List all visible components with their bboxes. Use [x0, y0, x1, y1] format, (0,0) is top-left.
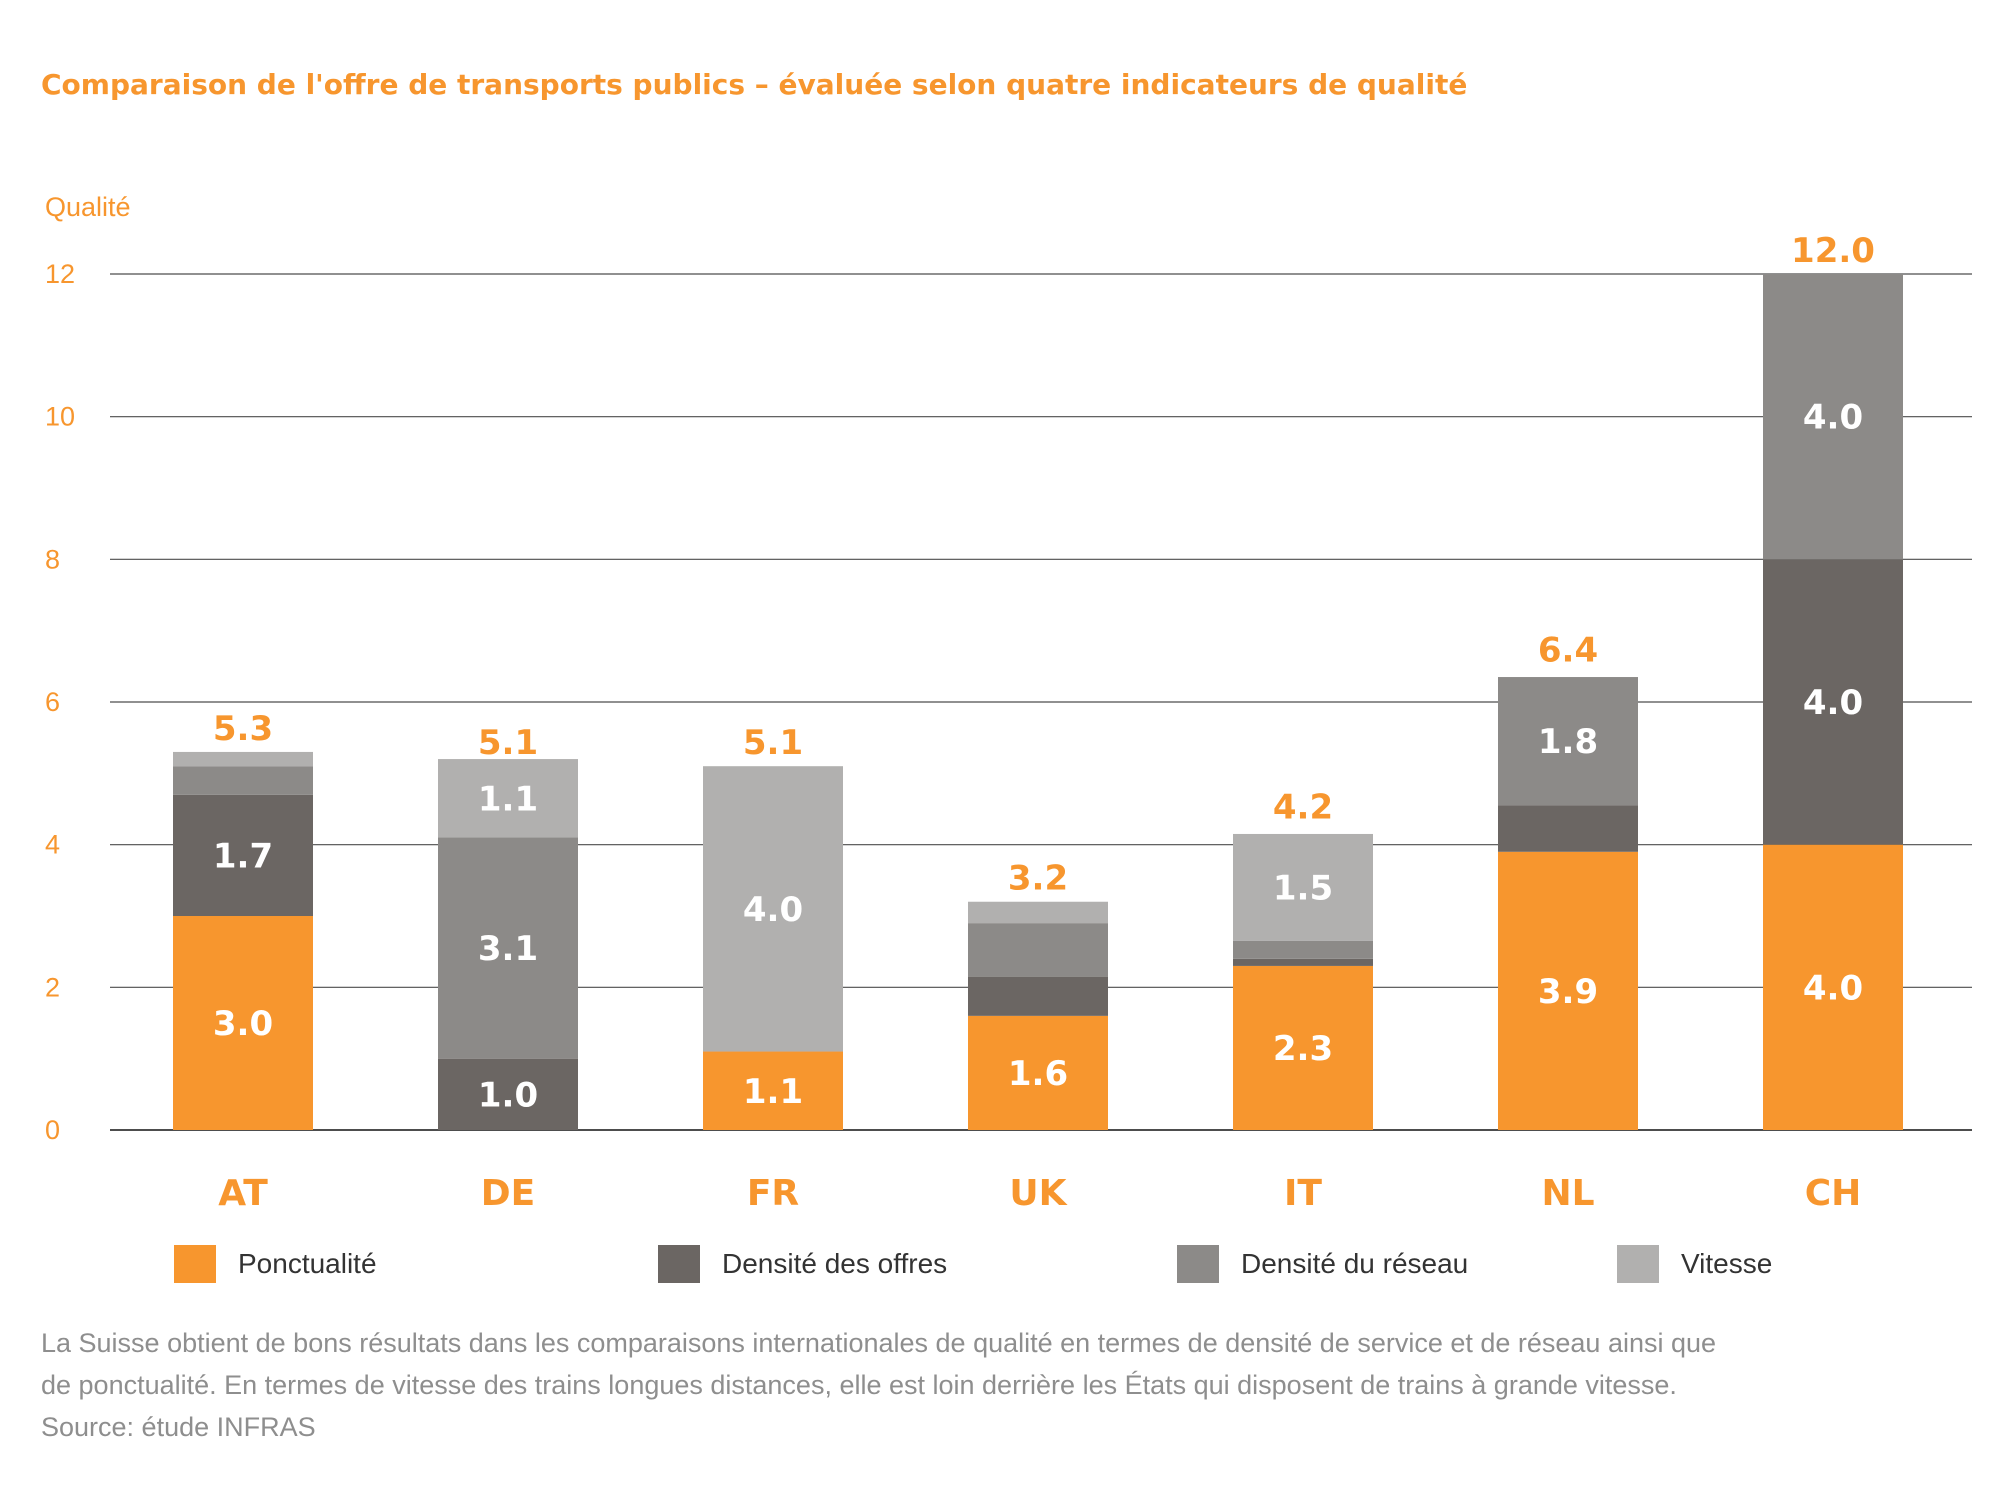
legend-swatch [658, 1245, 700, 1283]
legend-item-densite-du-reseau: Densité du réseau [1177, 1245, 1468, 1283]
x-category-label: NL [1541, 1173, 1594, 1214]
bar-segment [438, 837, 578, 1059]
total-value-label: 5.3 [213, 709, 273, 749]
segment-value-label: 3.1 [478, 929, 538, 969]
legend-item-densite-des-offres: Densité des offres [658, 1245, 947, 1283]
total-value-label: 5.1 [478, 723, 538, 763]
bar-segment [1763, 274, 1903, 560]
bar-segment [1763, 559, 1903, 845]
legend-label: Densité des offres [722, 1248, 948, 1279]
total-value-label: 5.1 [743, 723, 803, 763]
x-category-label: CH [1805, 1173, 1862, 1214]
legend-label: Vitesse [1681, 1248, 1773, 1279]
bar-segment [1233, 958, 1373, 966]
bar-segment [173, 751, 313, 767]
segment-value-label: 1.8 [1538, 722, 1598, 762]
total-value-label: 6.4 [1538, 630, 1598, 670]
bars [173, 274, 1903, 1130]
x-category-label: FR [747, 1173, 799, 1214]
segment-value-label: 3.9 [1538, 972, 1598, 1012]
total-value-label: 4.2 [1273, 787, 1333, 827]
bar-segment [968, 1015, 1108, 1130]
x-category-label: AT [218, 1173, 268, 1214]
bar-segment [1233, 940, 1373, 959]
bar-segment [968, 976, 1108, 1016]
stacked-bar-chart: Qualité 0 2 4 6 8 10 12 3.0 1.7 5.3 AT 1.0 3.1 1.1 5.1… [45, 192, 1972, 1214]
bar-segment [173, 766, 313, 795]
y-tick-label: 12 [45, 259, 75, 289]
segment-value-label: 4.0 [1803, 398, 1863, 438]
total-value-label: 3.2 [1008, 859, 1068, 899]
bar-segment [1498, 805, 1638, 852]
bar-segment [1498, 851, 1638, 1130]
legend-swatch [174, 1245, 216, 1283]
segment-value-label: 2.3 [1273, 1029, 1333, 1069]
segment-value-label: 4.0 [1803, 683, 1863, 723]
bar-segment [1233, 965, 1373, 1130]
legend-swatch [1177, 1245, 1219, 1283]
caption-source: Source: étude INFRAS [41, 1412, 316, 1442]
segment-value-label: 1.5 [1273, 868, 1333, 908]
y-tick-label: 0 [45, 1115, 60, 1145]
bar-segment [438, 1058, 578, 1130]
x-category-label: IT [1284, 1173, 1322, 1214]
labels: 0 2 4 6 8 10 12 3.0 1.7 5.3 AT 1.0 3.1 1.1 5.1 DE 1.1 4.0… [45, 231, 1875, 1214]
x-category-label: UK [1009, 1173, 1067, 1214]
legend-item-vitesse: Vitesse [1617, 1245, 1772, 1283]
bar-segment [968, 901, 1108, 924]
caption-line: La Suisse obtient de bons résultats dans… [41, 1328, 1717, 1358]
segment-value-label: 1.7 [213, 836, 273, 876]
segment-value-label: 1.6 [1008, 1054, 1068, 1094]
segment-value-label: 1.0 [478, 1075, 538, 1115]
bar-segment [1763, 844, 1903, 1130]
bar-segment [173, 794, 313, 916]
y-axis-label: Qualité [45, 192, 131, 222]
legend-label: Ponctualité [238, 1248, 377, 1279]
bar-segment [968, 923, 1108, 977]
y-tick-label: 2 [45, 972, 60, 1002]
y-tick-label: 4 [45, 830, 60, 860]
y-tick-label: 8 [45, 544, 60, 574]
legend-swatch [1617, 1245, 1659, 1283]
legend-label: Densité du réseau [1241, 1248, 1469, 1279]
segment-value-label: 3.0 [213, 1004, 273, 1044]
segment-value-label: 4.0 [1803, 968, 1863, 1008]
y-tick-label: 6 [45, 687, 60, 717]
total-value-label: 12.0 [1791, 231, 1875, 271]
segment-value-label: 1.1 [478, 779, 538, 819]
segment-value-label: 4.0 [743, 890, 803, 930]
segment-value-label: 1.1 [743, 1072, 803, 1112]
chart-title: Comparaison de l'offre de transports pub… [41, 68, 1468, 101]
x-category-label: DE [481, 1173, 535, 1214]
caption: La Suisse obtient de bons résultats dans… [41, 1322, 1981, 1448]
bar-segment [703, 1051, 843, 1130]
caption-line: de ponctualité. En termes de vitesse des… [41, 1370, 1677, 1400]
legend: Ponctualité Densité des offres Densité d… [0, 1245, 2001, 1295]
y-tick-label: 10 [45, 402, 75, 432]
bar-segment [438, 759, 578, 838]
bar-segment [1233, 833, 1373, 941]
bar-segment [173, 916, 313, 1130]
bar-segment [1498, 677, 1638, 806]
bar-segment [703, 766, 843, 1052]
legend-item-ponctualite: Ponctualité [174, 1245, 377, 1283]
